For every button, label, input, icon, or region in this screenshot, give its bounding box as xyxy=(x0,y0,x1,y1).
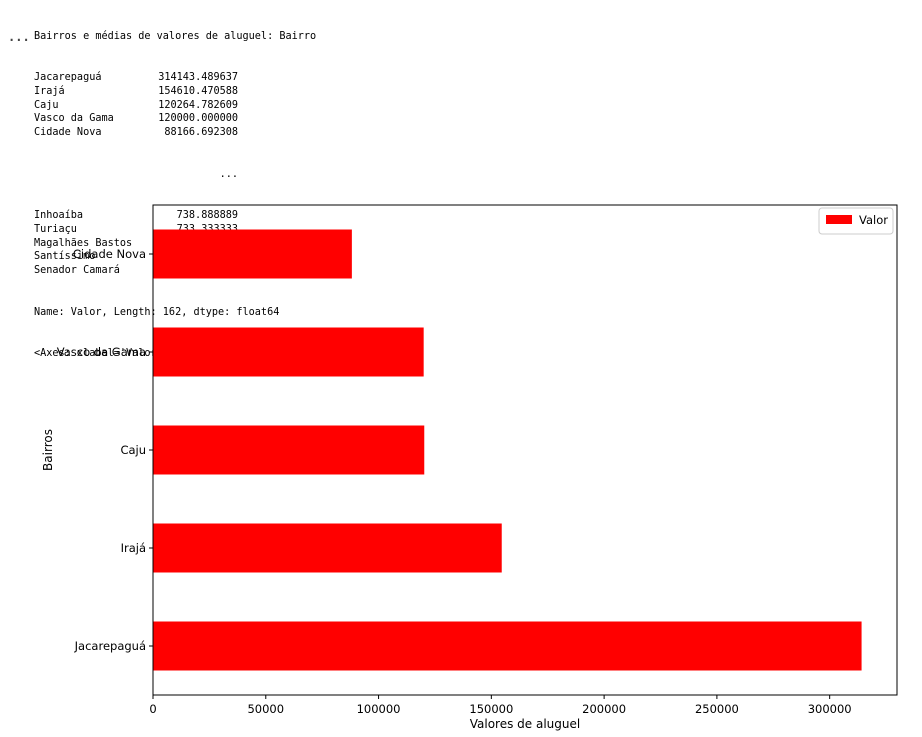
bar-irajá xyxy=(153,523,502,573)
output-header: Bairros e médias de valores de aluguel: … xyxy=(34,30,317,42)
output-row-name: Turiaçu xyxy=(34,223,77,235)
output-row-name: Magalhães Bastos xyxy=(34,237,133,249)
legend: Valor xyxy=(818,207,894,235)
output-top-rows: Jacarepaguá 314143.489637 Irajá 154610.4705… xyxy=(34,71,359,140)
output-row-name: Vasco da Gama xyxy=(34,113,114,125)
output-row-value: 314143.489637 xyxy=(158,71,238,83)
output-row-value: 154610.470588 xyxy=(158,85,238,97)
bar-vasco-da-gama xyxy=(153,327,424,377)
legend-label-valor: Valor xyxy=(859,213,888,227)
output-row-name: Inhoaíba xyxy=(34,209,84,221)
output-row-name: Jacarepaguá xyxy=(34,71,102,83)
output-row-value: 738.888889 xyxy=(176,209,238,221)
y-tick-label: Jacarepaguá xyxy=(74,639,146,653)
bar-caju xyxy=(153,425,425,475)
output-row: Jacarepaguá 314143.489637 xyxy=(34,71,359,85)
y-tick-label: Cidade Nova xyxy=(73,247,146,261)
output-row: Turiaçu 733.333333 xyxy=(34,223,359,237)
x-tick-label: 250000 xyxy=(695,702,739,716)
y-tick-label: Irajá xyxy=(121,541,146,555)
x-axis-label: Valores de aluguel xyxy=(470,717,580,731)
bar-jacarepaguá xyxy=(153,621,862,671)
output-row: Caju 120264.782609 xyxy=(34,99,359,113)
output-row-value: 120000.000000 xyxy=(158,113,238,125)
bars-group xyxy=(153,229,862,671)
output-row-value: 88166.692308 xyxy=(164,127,238,139)
bar-chart-svg: Jacarepaguá Irajá Caju Vasco da Gama Cidade … xyxy=(41,204,898,731)
output-row-name: Cidade Nova xyxy=(34,127,102,139)
y-tick-label: Vasco da Gama xyxy=(57,345,146,359)
x-tick-label: 150000 xyxy=(469,702,513,716)
output-row: Cidade Nova 88166.692308 xyxy=(34,126,359,140)
output-row-name: Senador Camará xyxy=(34,265,120,277)
x-tick-label: 200000 xyxy=(582,702,626,716)
output-ellipsis: ... xyxy=(219,168,238,180)
legend-swatch-valor xyxy=(826,215,852,224)
output-row-name: Irajá xyxy=(34,85,65,97)
legend-box xyxy=(818,207,894,235)
bar-chart: Jacarepaguá Irajá Caju Vasco da Gama Cidade … xyxy=(0,196,922,737)
x-tick-label: 300000 xyxy=(808,702,852,716)
x-tick-label: 50000 xyxy=(247,702,284,716)
x-tick-label: 100000 xyxy=(357,702,401,716)
output-row: Inhoaíba 738.888889 xyxy=(34,209,359,223)
x-tick-label: 0 xyxy=(149,702,156,716)
y-tick-label: Caju xyxy=(120,443,146,457)
bar-cidade-nova xyxy=(153,229,352,279)
output-row-name: Caju xyxy=(34,99,59,111)
x-ticks-group: 0 50000 100000 150000 200000 250000 300000 xyxy=(149,695,852,716)
output-footer: Name: Valor, Length: 162, dtype: float64 xyxy=(34,306,280,318)
y-ticks-group: Jacarepaguá Irajá Caju Vasco da Gama Cidade … xyxy=(57,247,153,653)
output-row-value: 120264.782609 xyxy=(158,99,238,111)
output-row-value: 733.333333 xyxy=(176,223,238,235)
output-ellipsis-line: ... xyxy=(34,168,359,182)
output-row: Vasco da Gama 120000.000000 xyxy=(34,112,359,126)
output-row-name: Santíssimo xyxy=(34,251,96,263)
y-axis-label: Bairros xyxy=(41,429,55,471)
output-row: Irajá 154610.470588 xyxy=(34,85,359,99)
cell-output-prompt[interactable]: ... xyxy=(8,30,30,44)
